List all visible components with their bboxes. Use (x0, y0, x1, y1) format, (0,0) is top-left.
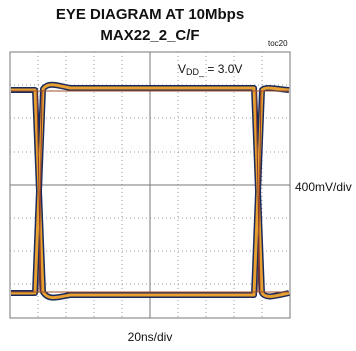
title: EYE DIAGRAM AT 10Mbps (56, 6, 244, 23)
scope-screen (10, 52, 290, 318)
vertical-scale: 400mV/div (295, 180, 352, 194)
supply-symbol: V (178, 62, 186, 76)
figure-id: toc20 (268, 39, 288, 48)
supply-value: = 3.0V (204, 62, 242, 76)
horizontal-scale: 20ns/div (128, 330, 173, 344)
supply-subscript: DD_ (186, 67, 205, 77)
subtitle: MAX22_2_C/F (100, 27, 199, 44)
eye-diagram-figure: EYE DIAGRAM AT 10Mbps MAX22_2_C/F toc20 (0, 0, 356, 351)
